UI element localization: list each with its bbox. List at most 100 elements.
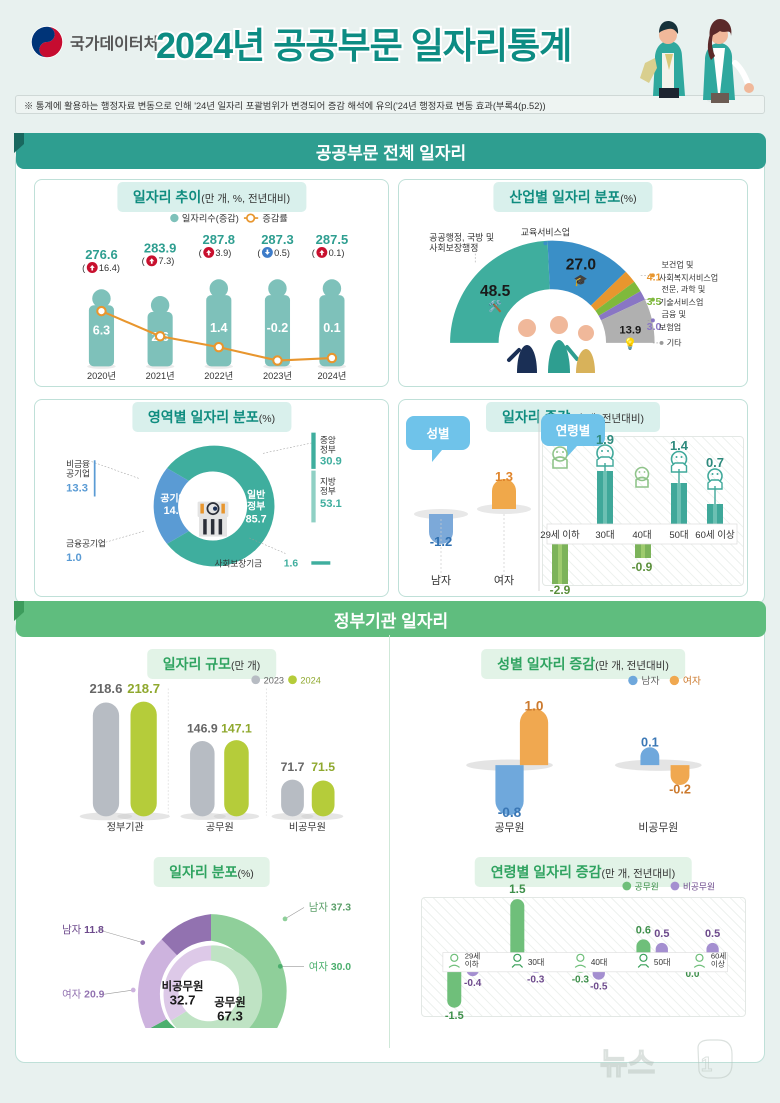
svg-text:증감률: 증감률 bbox=[262, 212, 287, 223]
svg-text:비금융: 비금융 bbox=[66, 459, 90, 469]
svg-text:비공무원: 비공무원 bbox=[162, 979, 204, 993]
svg-text:3.9): 3.9) bbox=[215, 248, 231, 258]
svg-text:금융공기업: 금융공기업 bbox=[66, 539, 106, 549]
svg-text:기타: 기타 bbox=[667, 339, 682, 348]
svg-text:연령별: 연령별 bbox=[556, 423, 591, 438]
svg-text:40대: 40대 bbox=[632, 530, 651, 541]
svg-text:(: ( bbox=[82, 263, 86, 273]
svg-text:287.5: 287.5 bbox=[316, 232, 349, 247]
svg-text:6.3: 6.3 bbox=[93, 324, 110, 338]
svg-text:67.3: 67.3 bbox=[217, 1008, 243, 1023]
svg-text:146.9: 146.9 bbox=[187, 721, 218, 735]
svg-text:-0.8: -0.8 bbox=[498, 805, 522, 820]
svg-text:60세 이상: 60세 이상 bbox=[695, 530, 735, 541]
svg-text:(: ( bbox=[199, 248, 203, 258]
svg-text:남자: 남자 bbox=[641, 675, 659, 687]
svg-text:이상: 이상 bbox=[711, 959, 725, 969]
svg-text:-0.3: -0.3 bbox=[527, 974, 545, 985]
svg-text:-0.2: -0.2 bbox=[669, 781, 691, 796]
svg-text:2023년: 2023년 bbox=[263, 371, 292, 381]
svg-text:2022년: 2022년 bbox=[204, 371, 233, 381]
svg-text:공기업: 공기업 bbox=[160, 492, 187, 505]
svg-text:287.8: 287.8 bbox=[203, 232, 236, 247]
svg-text:💡: 💡 bbox=[623, 336, 637, 350]
svg-text:2024년: 2024년 bbox=[317, 371, 346, 381]
svg-text:2020년: 2020년 bbox=[87, 371, 116, 381]
svg-text:공무원: 공무원 bbox=[635, 882, 659, 892]
svg-text:287.3: 287.3 bbox=[261, 232, 293, 247]
svg-text:0.5: 0.5 bbox=[705, 928, 720, 940]
svg-text:1: 1 bbox=[701, 1054, 712, 1076]
svg-text:13.3: 13.3 bbox=[66, 482, 88, 494]
svg-text:(: ( bbox=[312, 248, 316, 258]
svg-text:30.9: 30.9 bbox=[320, 456, 342, 468]
svg-text:-2.9: -2.9 bbox=[550, 583, 571, 596]
svg-text:🛠️: 🛠️ bbox=[488, 299, 502, 313]
svg-text:정부: 정부 bbox=[247, 499, 265, 512]
svg-text:공공행정, 국방 및: 공공행정, 국방 및 bbox=[429, 232, 494, 243]
svg-text:공기업: 공기업 bbox=[66, 469, 90, 479]
svg-text:여자: 여자 bbox=[683, 675, 701, 687]
svg-text:29세 이하: 29세 이하 bbox=[540, 529, 580, 541]
svg-text:30대: 30대 bbox=[528, 958, 545, 967]
svg-text:성별: 성별 bbox=[426, 426, 449, 441]
svg-text:0.6: 0.6 bbox=[636, 924, 651, 936]
svg-text:53.1: 53.1 bbox=[320, 498, 342, 510]
svg-text:기술서비스업: 기술서비스업 bbox=[659, 297, 703, 307]
svg-text:남자 37.3: 남자 37.3 bbox=[309, 901, 352, 913]
svg-text:14.3: 14.3 bbox=[164, 505, 185, 517]
svg-text:-1.5: -1.5 bbox=[445, 1010, 464, 1022]
svg-text:일자리수(증감): 일자리수(증감) bbox=[182, 212, 239, 223]
svg-text:1.4: 1.4 bbox=[670, 438, 689, 453]
svg-text:1.5: 1.5 bbox=[509, 882, 526, 896]
svg-text:32.7: 32.7 bbox=[170, 992, 196, 1007]
svg-text:정부: 정부 bbox=[320, 486, 336, 496]
svg-text:71.5: 71.5 bbox=[311, 760, 335, 774]
svg-text:지방: 지방 bbox=[320, 476, 336, 486]
svg-text:218.6: 218.6 bbox=[90, 681, 123, 696]
svg-text:뉴스: 뉴스 bbox=[600, 1048, 655, 1081]
svg-text:교육서비스업: 교육서비스업 bbox=[521, 227, 570, 237]
svg-text:전문, 과학 및: 전문, 과학 및 bbox=[662, 284, 706, 294]
svg-text:보건업 및: 보건업 및 bbox=[662, 260, 694, 270]
svg-text:여자 30.0: 여자 30.0 bbox=[309, 961, 352, 973]
svg-text:13.9: 13.9 bbox=[619, 324, 641, 336]
svg-text:이하: 이하 bbox=[465, 959, 479, 969]
svg-text:-0.3: -0.3 bbox=[572, 974, 590, 985]
svg-text:283.9: 283.9 bbox=[144, 240, 176, 255]
svg-text:0.5: 0.5 bbox=[654, 928, 669, 940]
svg-text:정부: 정부 bbox=[320, 444, 336, 454]
svg-text:여자 20.9: 여자 20.9 bbox=[62, 989, 105, 1001]
svg-text:7.3): 7.3) bbox=[158, 256, 174, 266]
svg-text:1.6: 1.6 bbox=[284, 558, 299, 569]
svg-text:(: ( bbox=[257, 248, 261, 258]
svg-text:1.0: 1.0 bbox=[66, 552, 82, 564]
svg-text:2021년: 2021년 bbox=[146, 371, 175, 381]
svg-text:30대: 30대 bbox=[595, 530, 614, 541]
svg-text:0.5): 0.5) bbox=[274, 248, 290, 258]
svg-text:40대: 40대 bbox=[591, 958, 608, 967]
svg-text:공무원: 공무원 bbox=[214, 995, 245, 1009]
svg-text:0.1): 0.1) bbox=[329, 248, 345, 258]
svg-text:218.7: 218.7 bbox=[127, 681, 160, 696]
svg-text:-0.9: -0.9 bbox=[632, 560, 653, 574]
svg-text:비공무원: 비공무원 bbox=[289, 821, 326, 833]
svg-text:2023: 2023 bbox=[264, 675, 284, 685]
svg-text:-0.5: -0.5 bbox=[590, 981, 608, 992]
svg-text:남자 11.8: 남자 11.8 bbox=[62, 924, 104, 936]
svg-text:0.7: 0.7 bbox=[706, 455, 724, 470]
svg-text:일반: 일반 bbox=[247, 488, 265, 501]
svg-text:-0.4: -0.4 bbox=[464, 978, 482, 989]
svg-text:1.9: 1.9 bbox=[596, 432, 614, 447]
svg-text:비공무원: 비공무원 bbox=[683, 882, 715, 892]
svg-text:비공무원: 비공무원 bbox=[638, 821, 678, 833]
svg-text:50대: 50대 bbox=[654, 958, 671, 967]
svg-text:중앙: 중앙 bbox=[320, 434, 336, 445]
svg-text:-0.2: -0.2 bbox=[267, 321, 289, 335]
svg-text:276.6: 276.6 bbox=[85, 247, 118, 262]
svg-text:1.4: 1.4 bbox=[210, 321, 227, 335]
svg-text:85.7: 85.7 bbox=[246, 513, 267, 525]
svg-text:1.3: 1.3 bbox=[495, 469, 513, 484]
svg-text:금융 및: 금융 및 bbox=[662, 309, 686, 319]
svg-text:0.1: 0.1 bbox=[323, 321, 340, 335]
